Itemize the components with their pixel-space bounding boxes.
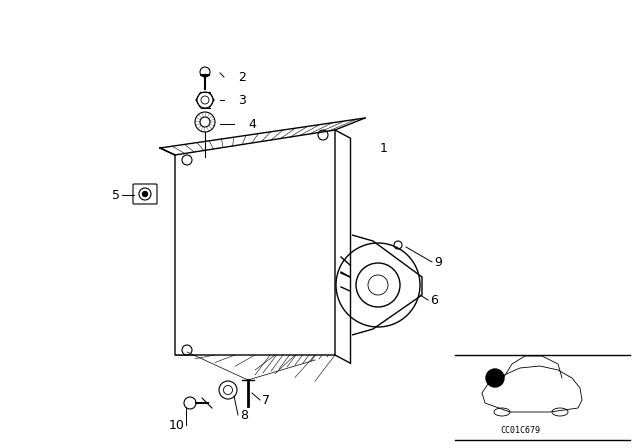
Circle shape	[486, 369, 504, 387]
Text: 9: 9	[434, 255, 442, 268]
Text: 6: 6	[430, 293, 438, 306]
Text: CC01C679: CC01C679	[500, 426, 540, 435]
Text: 7: 7	[262, 393, 270, 406]
Text: 5: 5	[112, 189, 120, 202]
Text: 3: 3	[238, 94, 246, 107]
Text: 8: 8	[240, 409, 248, 422]
Circle shape	[143, 191, 147, 197]
Text: 1: 1	[380, 142, 388, 155]
Text: 4: 4	[248, 117, 256, 130]
Text: 2: 2	[238, 70, 246, 83]
Text: 10: 10	[169, 418, 185, 431]
